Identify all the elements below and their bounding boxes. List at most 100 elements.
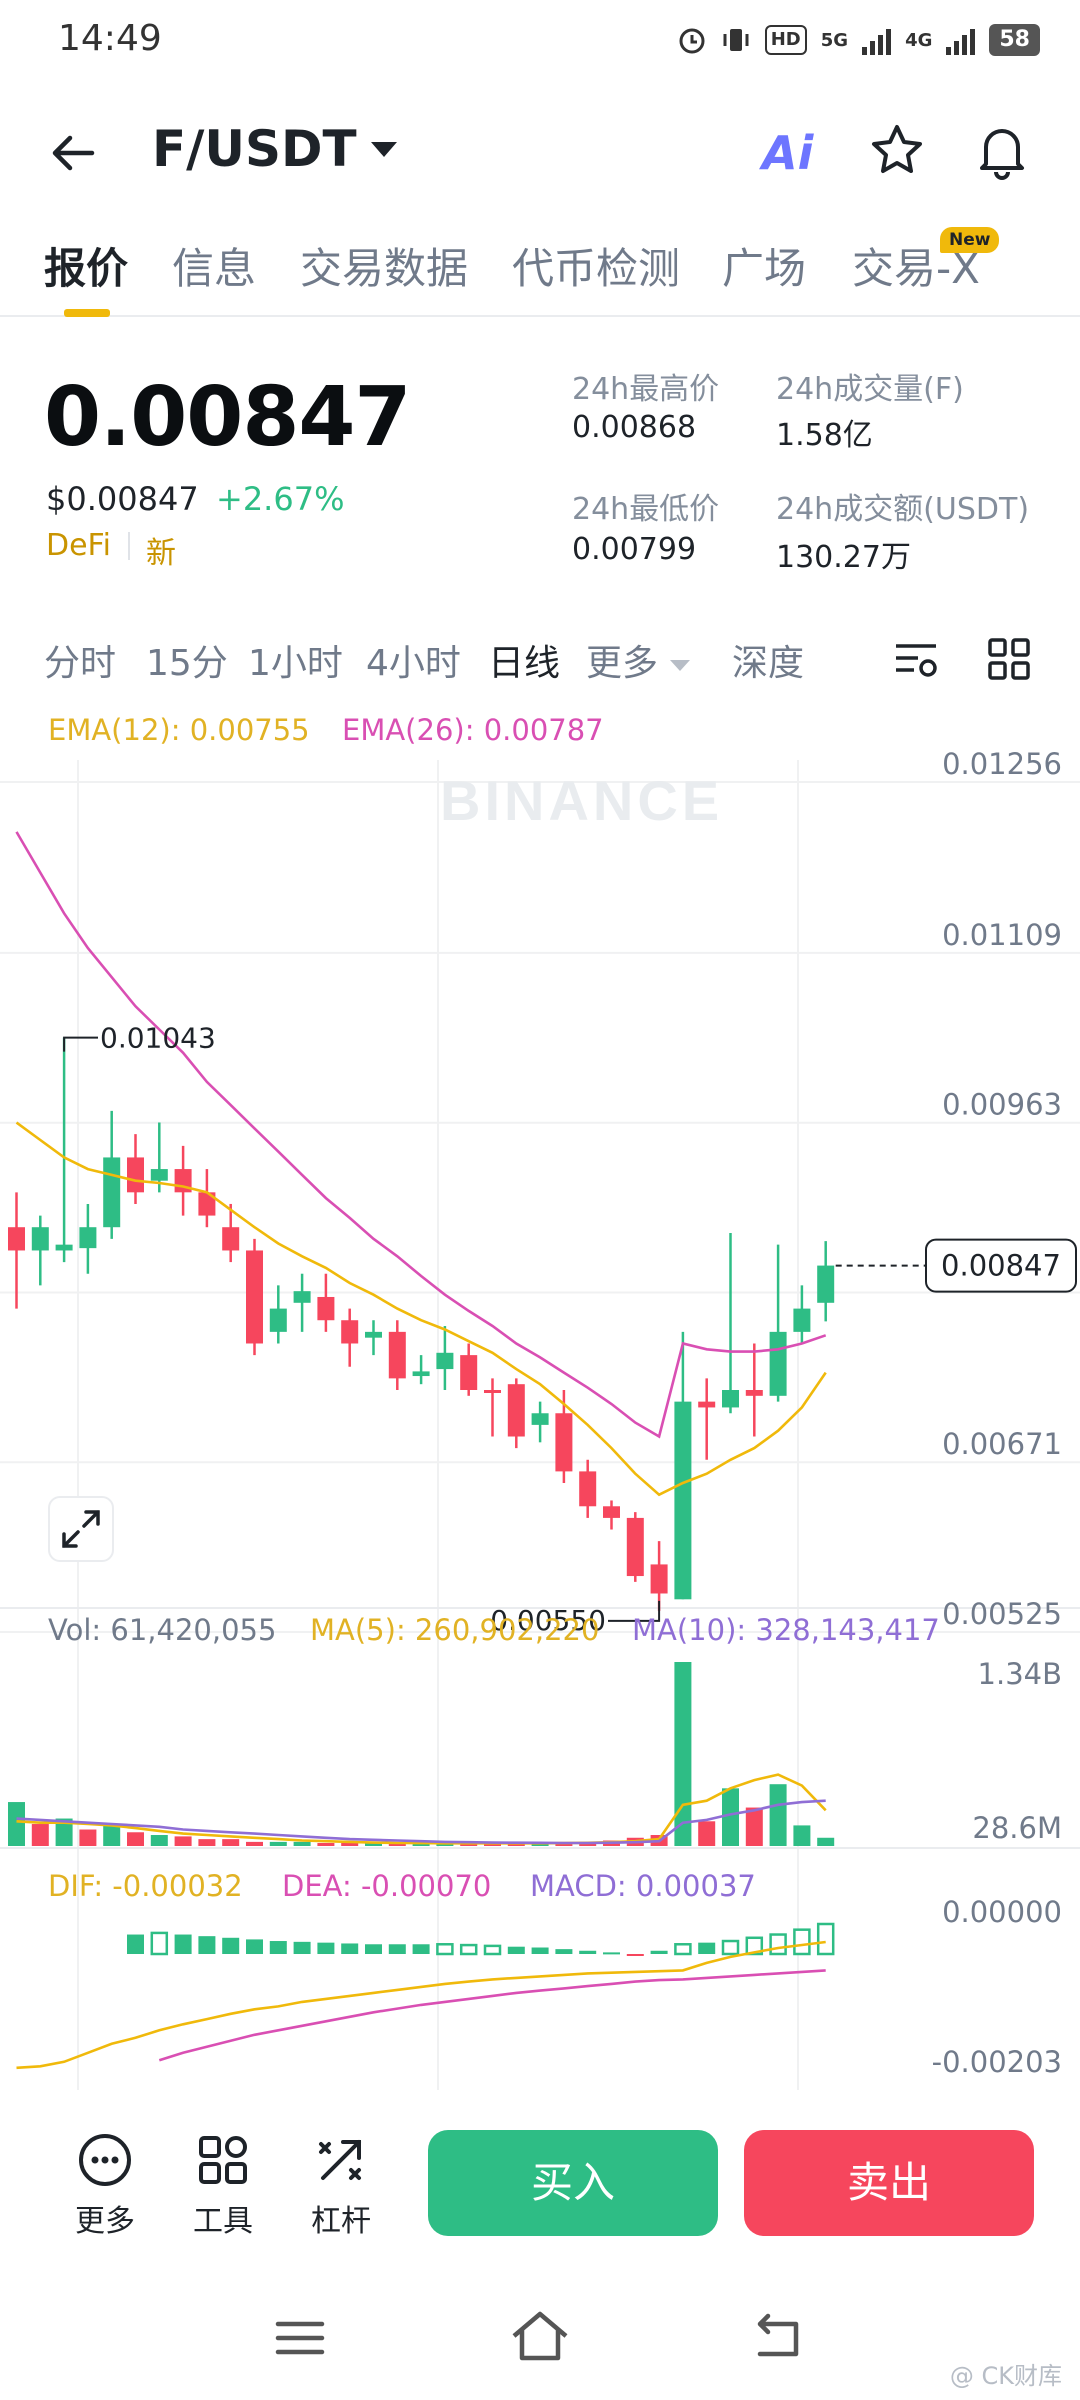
buy-button[interactable]: 买入 xyxy=(428,2130,718,2236)
chart-grid xyxy=(0,760,1080,2090)
ema26-label: EMA(26): 0.00787 xyxy=(342,713,604,747)
candle-body xyxy=(793,1308,811,1332)
ai-icon[interactable]: Ai xyxy=(762,126,814,180)
macd-hist-bar xyxy=(674,1943,692,1956)
tf-1h[interactable]: 1小时 xyxy=(248,643,343,684)
back-arrow-icon[interactable] xyxy=(48,128,98,178)
high-marker-label: 0.01043 xyxy=(100,1022,216,1055)
macd-hist-bar xyxy=(816,1922,835,1956)
system-nav-bar xyxy=(0,2280,1080,2400)
price-axis: 0.012560.011090.009630.008170.006710.005… xyxy=(63,747,1077,2079)
kline-chart[interactable]: BINANCE 0.012560.011090.009630.008170.00… xyxy=(0,700,1080,2100)
usd-price: $0.00847 xyxy=(46,480,199,518)
sell-button[interactable]: 卖出 xyxy=(744,2130,1034,2236)
volume-bar xyxy=(174,1836,192,1846)
tab-square[interactable]: 广场 xyxy=(722,244,807,293)
volume-bar xyxy=(198,1839,216,1846)
tab-trading-data[interactable]: 交易数据 xyxy=(300,244,469,293)
vol-ma5-line xyxy=(16,1773,827,1845)
hd-icon: HD xyxy=(764,25,807,55)
leverage-button[interactable]: 杠杆 xyxy=(296,2130,386,2240)
pair-label: F/USDT xyxy=(152,120,357,178)
tf-15m[interactable]: 15分 xyxy=(146,643,228,684)
tab-info[interactable]: 信息 xyxy=(172,244,257,293)
candle-body xyxy=(127,1157,144,1193)
low-marker-line xyxy=(608,1600,661,1622)
candle-body xyxy=(341,1320,359,1344)
volume-axis-label: 28.6M xyxy=(972,1811,1062,1845)
macd-hist-bar xyxy=(769,1933,787,1956)
volume-bar xyxy=(555,1843,573,1846)
dif-label: DIF: -0.00032 xyxy=(48,1869,243,1903)
candle-body xyxy=(460,1355,478,1390)
macd-hist-bar xyxy=(412,1944,430,1954)
current-price-box xyxy=(925,1238,1077,1293)
active-tab-indicator xyxy=(64,309,110,317)
caret-down-icon xyxy=(670,659,691,671)
volume-bar xyxy=(722,1788,739,1846)
high-value: 0.00868 xyxy=(572,410,697,445)
leverage-label: 杠杆 xyxy=(311,2204,371,2239)
macd-hist-bar xyxy=(650,1950,668,1954)
pair-selector[interactable]: F/USDT xyxy=(152,120,397,178)
vol-ma10-line xyxy=(16,1799,826,1845)
bell-icon[interactable] xyxy=(972,120,1032,180)
volume-bar xyxy=(150,1835,168,1846)
volume-bar xyxy=(317,1843,335,1846)
tab-quote[interactable]: 报价 xyxy=(44,244,129,293)
macd-hist-bar xyxy=(793,1928,811,1956)
back-nav-icon[interactable] xyxy=(750,2310,806,2366)
candle-body xyxy=(150,1169,168,1181)
candle-body xyxy=(745,1390,763,1396)
macd-hist-bar xyxy=(483,1944,502,1956)
candle-body xyxy=(388,1331,406,1379)
home-icon[interactable] xyxy=(508,2306,572,2366)
macd-hist-bar xyxy=(603,1952,620,1955)
tools-button[interactable]: 工具 xyxy=(178,2130,268,2240)
high-marker-line xyxy=(63,1036,98,1052)
ema12-line xyxy=(15,1121,827,1497)
volume-bar xyxy=(8,1802,25,1846)
price-change: +2.67% xyxy=(216,480,345,518)
new-tag[interactable]: 新 xyxy=(146,536,176,571)
candle-body xyxy=(603,1506,620,1518)
grid-layout-icon[interactable] xyxy=(986,636,1032,682)
tf-depth[interactable]: 深度 xyxy=(732,643,805,684)
volume-bar xyxy=(127,1832,144,1846)
more-label: 更多 xyxy=(75,2204,135,2239)
macd-axis-label: -0.00203 xyxy=(932,2045,1062,2079)
candle-body xyxy=(650,1564,668,1594)
candle-body xyxy=(555,1413,573,1472)
macd-hist-bar xyxy=(246,1939,263,1954)
candle-body xyxy=(103,1157,121,1228)
tab-token-check[interactable]: 代币检测 xyxy=(512,244,681,293)
tf-1d[interactable]: 日线 xyxy=(488,643,561,684)
high-label: 24h最高价 xyxy=(572,372,720,407)
menu-icon[interactable] xyxy=(272,2310,328,2366)
current-price-label: 0.00847 xyxy=(941,1249,1061,1283)
turnover-value: 130.27万 xyxy=(776,540,911,575)
tab-bar: 报价 信息 交易数据 代币检测 广场 交易-X New xyxy=(0,225,1080,317)
candle-body xyxy=(817,1265,835,1303)
more-button[interactable]: 更多 xyxy=(60,2130,150,2240)
turnover-label: 24h成交额(USDT) xyxy=(776,492,1030,527)
tf-more[interactable]: 更多 xyxy=(586,634,691,686)
candle-body xyxy=(269,1308,287,1332)
status-bar: 14:49 HD 5G 4G 58 xyxy=(0,0,1080,80)
star-icon[interactable] xyxy=(868,122,926,180)
tf-4h[interactable]: 4小时 xyxy=(366,643,461,684)
candle-body xyxy=(317,1296,335,1321)
volume-axis-label: 1.34B xyxy=(978,1657,1062,1691)
candle-body xyxy=(674,1401,692,1600)
timeframe-bar: 分时 15分 1小时 4小时 日线 更多 深度 xyxy=(0,620,1080,700)
tf-timeline[interactable]: 分时 xyxy=(44,643,117,684)
macd-label: MACD: 0.00037 xyxy=(530,1869,756,1903)
leverage-icon xyxy=(319,2140,361,2180)
expand-chart-button[interactable] xyxy=(48,1496,114,1562)
indicator-settings-icon[interactable] xyxy=(892,636,940,684)
sector-tag[interactable]: DeFi xyxy=(46,528,111,563)
signal-icon-2 xyxy=(946,25,976,55)
macd-hist-bar xyxy=(150,1931,169,1956)
tools-label: 工具 xyxy=(193,2204,253,2239)
last-price: 0.00847 xyxy=(44,370,411,465)
